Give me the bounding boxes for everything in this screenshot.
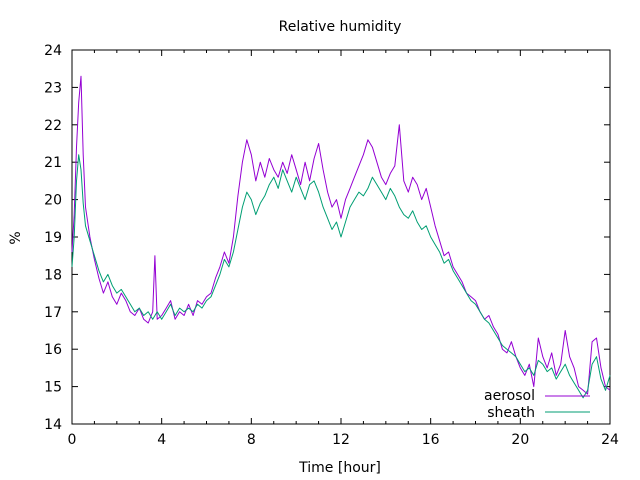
x-tick-label-0: 0 xyxy=(68,432,77,448)
chart-title: Relative humidity xyxy=(279,19,402,35)
y-tick-label-21: 21 xyxy=(44,155,62,171)
legend-label-sheath: sheath xyxy=(487,405,535,421)
y-axis-label: % xyxy=(8,231,24,244)
x-tick-label-24: 24 xyxy=(601,432,619,448)
legend: aerosol sheath xyxy=(484,388,590,421)
x-axis-label: Time [hour] xyxy=(298,460,381,476)
x-tick-label-20: 20 xyxy=(511,432,529,448)
x-tick-label-12: 12 xyxy=(332,432,350,448)
y-tick-label-18: 18 xyxy=(44,267,62,283)
axis-tick-labels: 0 4 8 12 16 20 24 14 15 16 17 18 19 20 21 22 23 24 xyxy=(44,43,619,448)
y-tick-label-19: 19 xyxy=(44,230,62,246)
x-tick-label-4: 4 xyxy=(157,432,166,448)
x-tick-label-8: 8 xyxy=(247,432,256,448)
y-tick-label-16: 16 xyxy=(44,342,62,358)
series-line-sheath xyxy=(71,154,611,399)
series-line-aerosol xyxy=(71,75,611,395)
y-tick-label-20: 20 xyxy=(44,193,62,209)
legend-label-aerosol: aerosol xyxy=(484,388,535,404)
series-lines xyxy=(71,75,611,399)
axis-ticks xyxy=(71,49,611,425)
y-tick-label-17: 17 xyxy=(44,305,62,321)
y-tick-label-22: 22 xyxy=(44,118,62,134)
y-tick-label-14: 14 xyxy=(44,417,62,433)
y-tick-label-15: 15 xyxy=(44,380,62,396)
x-tick-label-16: 16 xyxy=(422,432,440,448)
y-tick-label-23: 23 xyxy=(44,80,62,96)
y-tick-label-24: 24 xyxy=(44,43,62,59)
